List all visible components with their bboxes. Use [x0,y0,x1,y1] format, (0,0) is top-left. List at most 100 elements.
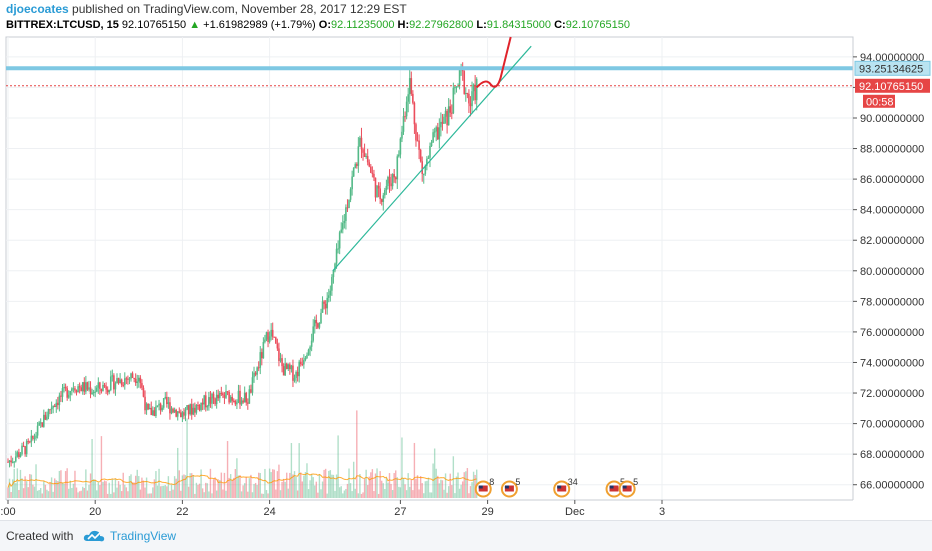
candle [299,361,302,364]
drawings-layer[interactable] [6,36,853,272]
price-chart[interactable]: 853455 94.0000000092.0000000090.00000000… [0,0,932,520]
volume-bar [306,463,308,498]
volume-bar [49,482,51,498]
volume-bar [103,480,106,498]
candle [220,392,223,394]
event-marker[interactable]: 5 [618,477,639,498]
candle [212,393,215,399]
volume-bar [349,483,352,498]
symbol-label[interactable]: BITTREX:LTCUSD, 15 [6,19,119,31]
candle [362,149,364,153]
volume-bar [203,492,205,498]
candle [341,223,344,230]
candle [197,404,199,406]
volume-bar [173,476,176,498]
candle [321,301,324,313]
candle [99,382,101,389]
tradingview-brand-link[interactable]: TradingView [110,529,177,543]
volume-bar [424,481,427,498]
plot-area[interactable] [5,36,854,501]
volume-bar [110,493,112,498]
candle [454,87,456,89]
time-axis[interactable] [0,500,932,520]
countdown-label-bg [863,94,895,108]
volume-bar [312,477,314,498]
price-tick-label: 70.00000000 [860,419,924,431]
candle [89,387,92,395]
volume-bar [208,491,210,498]
event-marker[interactable]: 34 [553,477,578,498]
volume-bar [234,469,237,498]
author-name[interactable]: djoecoates [6,2,69,16]
volume-bar [343,490,346,498]
candle [393,174,395,178]
volume-bar [18,490,20,498]
candle [139,377,142,384]
candle [200,402,202,411]
volume-bar [147,493,149,498]
candle [242,400,244,403]
volume-bar [175,478,177,498]
candle [261,352,263,359]
event-marker[interactable]: 5 [500,477,521,498]
volume-bar [321,481,324,498]
flag-stripes [557,485,567,492]
candle [223,395,226,398]
volume-bar [433,448,436,498]
candle [444,110,447,117]
candle [365,156,367,158]
candle [21,445,23,455]
volume-bar [91,439,93,498]
volume-bar [359,474,361,498]
volume-bar [184,475,187,498]
projection-drawing[interactable] [475,36,512,89]
volume-bar [282,478,285,498]
candle [331,277,333,291]
volume-bar [64,471,67,498]
last-price-label-bg [855,78,930,93]
candle [131,373,134,379]
candle [332,270,335,278]
candle [225,391,227,398]
candle [128,378,131,380]
volume-bar [454,493,456,498]
volume-bar [457,472,459,498]
volume-bar [82,486,84,498]
volume-bar [404,484,406,498]
volume-bar [426,480,428,498]
candle [106,389,109,393]
candle [22,445,25,447]
volume-bar [178,470,180,498]
event-markers[interactable]: 853455 [474,477,639,498]
candle [329,290,332,296]
candle [36,425,39,436]
candle [306,354,308,358]
candle [334,263,336,271]
volume-bar [413,442,416,498]
volume-bar [177,447,179,498]
volume-bar [262,493,265,498]
candle [180,412,182,418]
time-tick-label: 20 [89,506,101,518]
volume-bar [99,485,101,498]
volume-bar [41,493,43,498]
tradingview-cloud-icon[interactable] [82,528,106,544]
volume-bar [373,491,375,498]
footer-bar: Created with TradingView [0,520,932,551]
candle [290,365,293,370]
event-marker[interactable]: 8 [474,477,495,498]
price-tick-label: 66.00000000 [860,480,924,492]
candle [320,312,322,323]
candle [50,407,53,410]
price-axis[interactable] [853,37,932,500]
volume-bar [13,468,15,498]
volume-bar [289,472,291,498]
volume-bar [161,485,163,498]
candle [340,229,343,233]
volume-bar [471,482,473,498]
candle [412,93,414,103]
candle [55,402,58,407]
volume-bar [437,475,439,498]
candle [296,371,299,377]
candle [387,176,389,187]
